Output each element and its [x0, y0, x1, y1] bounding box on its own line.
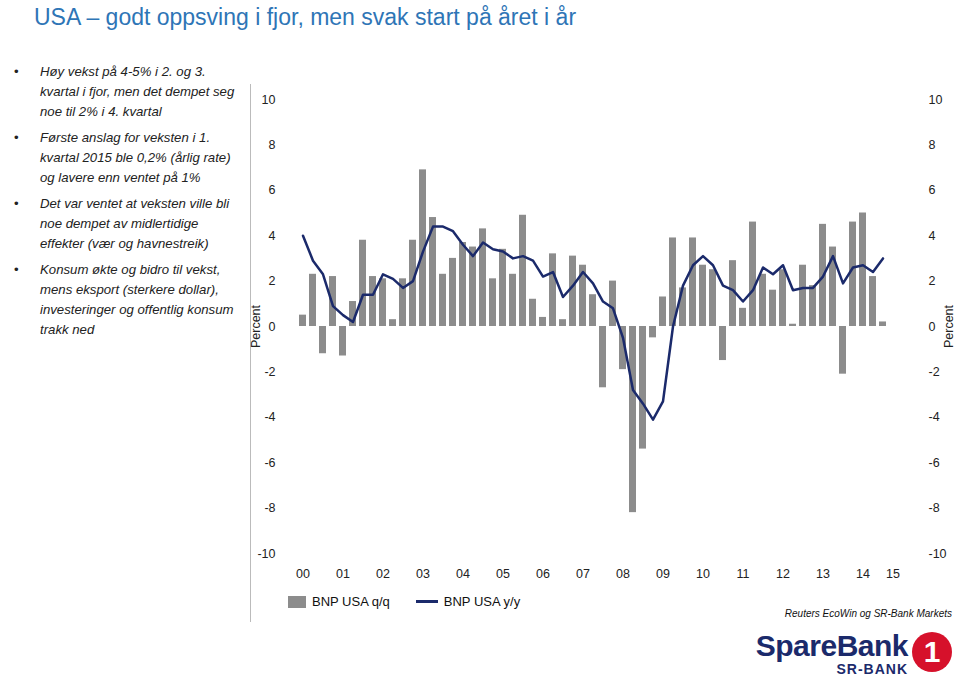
html-text:SR-BANK: SR-BANK	[836, 661, 908, 677]
svg-text:8: 8	[929, 138, 936, 152]
svg-text:-2: -2	[929, 365, 940, 379]
html-text:SpareBank: SpareBank	[755, 629, 908, 662]
svg-text:12: 12	[776, 567, 790, 581]
html-text:BNP USA y/y: BNP USA y/y	[443, 594, 521, 609]
svg-text:04: 04	[456, 567, 470, 581]
svg-text:2: 2	[269, 274, 276, 288]
svg-text:6: 6	[269, 183, 276, 197]
svg-text:11: 11	[737, 567, 750, 581]
html-text:Konsum økte og bidro til vekst: Konsum økte og bidro til vekst, mens eks…	[40, 262, 234, 337]
svg-text:-6: -6	[929, 456, 940, 470]
svg-text:06: 06	[536, 567, 550, 581]
html-text:Det var ventet at veksten vill: Det var ventet at veksten ville bli noe …	[40, 196, 230, 251]
svg-text:-8: -8	[929, 501, 940, 515]
svg-text:10: 10	[929, 93, 943, 107]
svg-text:8: 8	[269, 138, 276, 152]
html-text:USA – godt oppsving i fjor, me: USA – godt oppsving i fjor, men svak sta…	[34, 4, 577, 30]
svg-text:08: 08	[616, 567, 630, 581]
svg-text:-4: -4	[929, 410, 940, 424]
html-text:Reuters EcoWin og SR-Bank Mark: Reuters EcoWin og SR-Bank Markets	[784, 608, 952, 619]
svg-text:4: 4	[269, 229, 276, 243]
html-text:Første anslag for veksten i 1.: Første anslag for veksten i 1. kvartal 2…	[40, 130, 231, 185]
svg-text:02: 02	[376, 567, 390, 581]
svg-text:6: 6	[929, 183, 936, 197]
html-text:Høy vekst på 4-5% i 2. og 3. k: Høy vekst på 4-5% i 2. og 3. kvartal i f…	[40, 64, 235, 119]
svg-text:13: 13	[816, 567, 830, 581]
svg-text:-4: -4	[264, 410, 275, 424]
svg-text:05: 05	[496, 567, 510, 581]
html-text:BNP USA q/q: BNP USA q/q	[312, 594, 390, 609]
svg-text:4: 4	[929, 229, 936, 243]
svg-text:07: 07	[576, 567, 590, 581]
svg-text:-6: -6	[264, 456, 275, 470]
svg-text:14: 14	[856, 567, 870, 581]
svg-text:15: 15	[886, 567, 900, 581]
html-text:1: 1	[923, 635, 941, 668]
svg-text:10: 10	[696, 567, 710, 581]
svg-text:0: 0	[269, 320, 276, 334]
svg-text:00: 00	[296, 567, 310, 581]
svg-text:10: 10	[262, 93, 276, 107]
svg-text:-10: -10	[929, 547, 947, 561]
svg-text:-10: -10	[257, 547, 275, 561]
svg-text:Percent: Percent	[942, 304, 956, 348]
svg-text:-2: -2	[264, 365, 275, 379]
svg-text:0: 0	[929, 320, 936, 334]
svg-text:-8: -8	[264, 501, 275, 515]
svg-text:03: 03	[416, 567, 430, 581]
svg-text:09: 09	[656, 567, 670, 581]
svg-text:2: 2	[929, 274, 936, 288]
svg-text:Percent: Percent	[249, 304, 263, 348]
svg-text:01: 01	[336, 567, 350, 581]
